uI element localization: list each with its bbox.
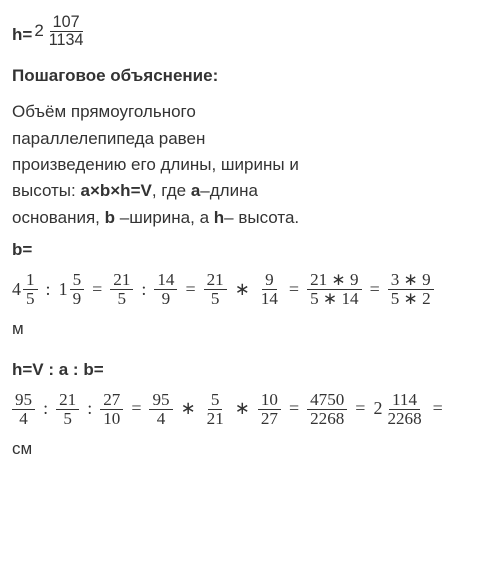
b-label: b=	[12, 237, 488, 263]
operator: =	[368, 276, 382, 304]
operator: =	[287, 276, 301, 304]
operator: =	[90, 276, 104, 304]
fraction: 914	[258, 271, 281, 308]
operator: ∗	[233, 395, 252, 423]
operator: :	[85, 395, 94, 423]
fraction: 215	[110, 271, 133, 308]
operator: =	[431, 395, 445, 423]
operator: :	[139, 276, 148, 304]
fraction: 954	[149, 391, 172, 428]
section-heading: Пошаговое объяснение:	[12, 63, 488, 89]
operator: =	[183, 276, 197, 304]
b-equation: 415:159=215:149=215∗914=21 ∗ 95 ∗ 14=3 ∗…	[12, 271, 488, 308]
operator: :	[41, 395, 50, 423]
b-unit: м	[12, 316, 488, 342]
mixed-number: 159	[59, 271, 85, 308]
h-eq-label: h=V : a : b=	[12, 357, 488, 383]
mixed-number: 21142268	[373, 391, 424, 428]
h-value: 2 107 1134	[34, 14, 86, 49]
explanation: Объём прямоугольного параллелепипеда рав…	[12, 99, 488, 231]
operator: =	[353, 395, 367, 423]
operator: =	[129, 395, 143, 423]
h-unit: см	[12, 436, 488, 462]
operator: :	[44, 276, 53, 304]
operator: =	[287, 395, 301, 423]
h-equation: 954:215:2710=954∗521∗1027=47502268=21142…	[12, 391, 488, 428]
fraction: 215	[56, 391, 79, 428]
fraction: 3 ∗ 95 ∗ 2	[388, 271, 434, 308]
answer-h: h= 2 107 1134	[12, 22, 488, 49]
fraction: 215	[204, 271, 227, 308]
fraction: 21 ∗ 95 ∗ 14	[307, 271, 362, 308]
operator: ∗	[233, 276, 252, 304]
fraction: 954	[12, 391, 35, 428]
fraction: 1027	[258, 391, 281, 428]
fraction: 47502268	[307, 391, 347, 428]
h-label: h=	[12, 22, 32, 48]
fraction: 2710	[100, 391, 123, 428]
operator: ∗	[179, 395, 198, 423]
fraction: 149	[154, 271, 177, 308]
mixed-number: 415	[12, 271, 38, 308]
fraction: 521	[204, 391, 227, 428]
